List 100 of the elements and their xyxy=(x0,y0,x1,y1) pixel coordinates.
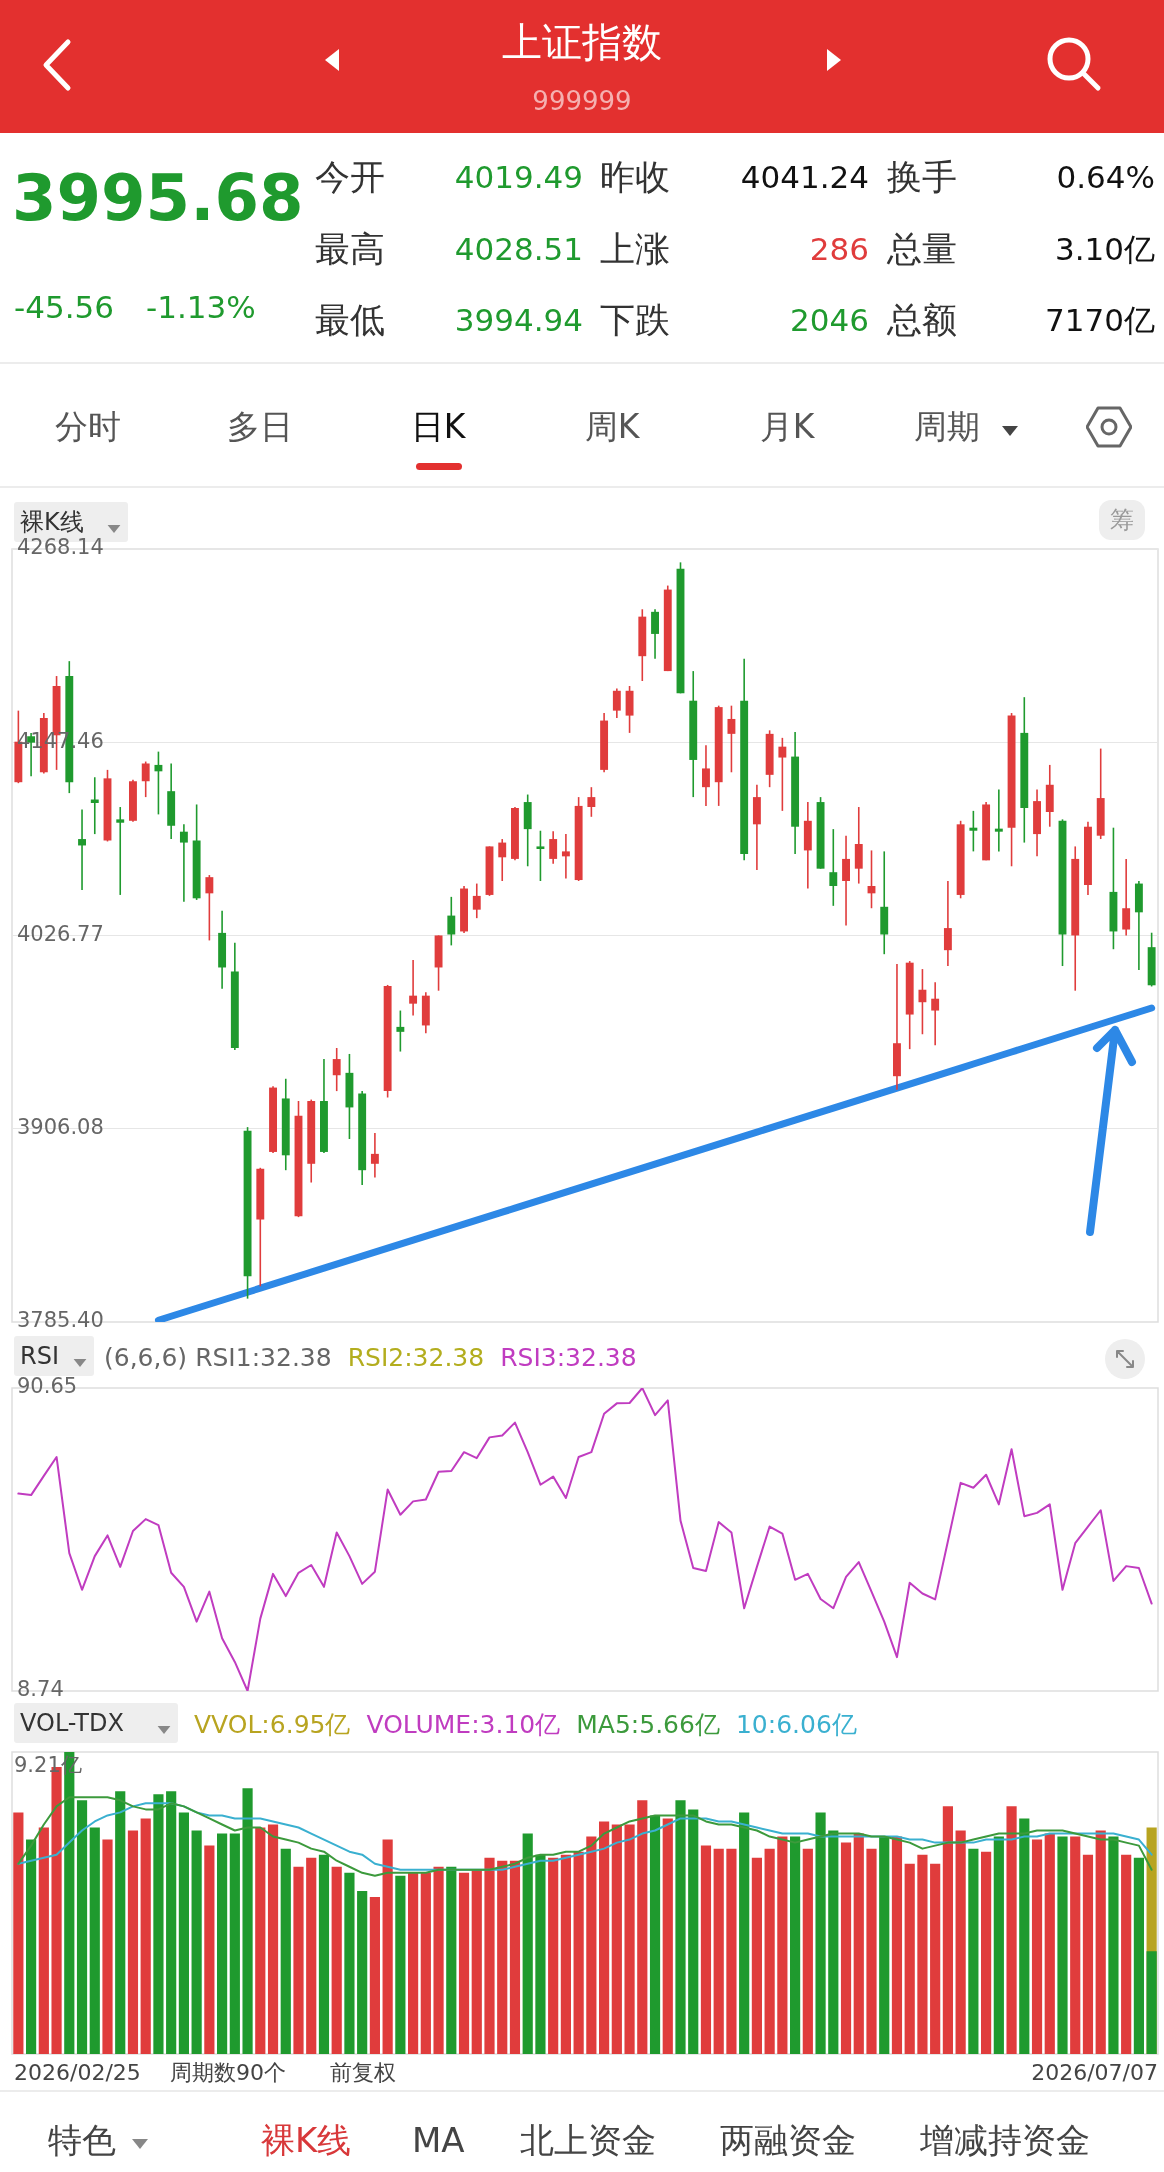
candlestick xyxy=(587,786,596,818)
candlestick xyxy=(969,810,978,853)
bar xyxy=(866,1848,877,2054)
bar xyxy=(433,1866,444,2054)
bar xyxy=(726,1848,737,2054)
text: 上涨 xyxy=(600,229,670,269)
candlestick xyxy=(536,829,545,882)
text: -1.13% xyxy=(146,289,256,325)
text: 裸K线 xyxy=(261,2120,352,2160)
bar xyxy=(904,1863,915,2054)
bar xyxy=(815,1812,826,2054)
bar xyxy=(1031,1839,1043,2054)
text: 999999 xyxy=(531,86,633,116)
candlestick xyxy=(778,737,787,812)
legend-label: RSI1:32.38 xyxy=(195,1343,332,1372)
bar xyxy=(955,1830,966,2054)
bar xyxy=(420,1872,431,2054)
bar xyxy=(891,1836,903,2054)
chart-title: VOL-TDX xyxy=(20,1709,124,1737)
text: 增减持资金 xyxy=(920,2120,1090,2160)
candlestick xyxy=(561,833,570,880)
bar xyxy=(1006,1806,1017,2054)
text: 特色 xyxy=(48,2120,116,2160)
text: 最低 xyxy=(315,300,385,340)
text: 最高 xyxy=(315,229,385,269)
candlestick xyxy=(931,981,940,1046)
text: MA5:5.66亿 xyxy=(576,1710,720,1739)
bar xyxy=(318,1854,330,2054)
bar xyxy=(267,1824,279,2054)
candlestick xyxy=(78,808,86,891)
candlestick xyxy=(116,806,125,896)
bar xyxy=(1082,1854,1094,2054)
candlestick xyxy=(409,959,418,1017)
y-tick-label: 3906.08 xyxy=(17,1115,104,1140)
candlestick xyxy=(842,834,850,927)
candlestick xyxy=(205,874,214,942)
bar xyxy=(599,1821,610,2054)
y-tick-label: 90.65 xyxy=(17,1374,78,1399)
bar xyxy=(1146,1951,1157,2054)
bar xyxy=(1121,1854,1132,2054)
text: 2046 xyxy=(790,302,869,338)
text: 分时 xyxy=(54,407,122,446)
bar xyxy=(942,1806,953,2054)
bar xyxy=(535,1854,546,2054)
text: 4019.49 xyxy=(454,159,583,195)
bar xyxy=(1133,1857,1144,2054)
text: 3.10亿 xyxy=(1054,231,1155,267)
bar xyxy=(293,1866,304,2054)
bar xyxy=(1095,1830,1106,2054)
text: MA xyxy=(412,2120,465,2160)
text: 多日 xyxy=(226,407,294,446)
text: 上证指数 xyxy=(501,19,663,65)
bar xyxy=(509,1860,521,2054)
bar xyxy=(611,1824,622,2054)
text: VVOL:6.95亿 xyxy=(194,1710,351,1739)
text: 总量 xyxy=(887,229,957,269)
text: VOLUME:3.10亿 xyxy=(366,1710,561,1739)
y-tick-label: 4268.14 xyxy=(17,535,104,560)
bar xyxy=(102,1839,113,2054)
bar xyxy=(790,1836,801,2054)
bar xyxy=(840,1842,852,2054)
y-tick-label: 8.74 xyxy=(17,1677,64,1702)
candlestick xyxy=(141,760,150,798)
bar xyxy=(828,1830,839,2054)
candlestick xyxy=(943,880,952,967)
text: -45.56 xyxy=(14,289,114,325)
bar xyxy=(89,1827,100,2054)
bar xyxy=(471,1869,482,2054)
bar xyxy=(408,1872,419,2054)
bar xyxy=(280,1848,291,2054)
candlestick xyxy=(447,896,456,947)
bar xyxy=(981,1851,992,2054)
bar xyxy=(739,1812,750,2054)
bar xyxy=(917,1854,928,2054)
bar xyxy=(369,1896,380,2054)
candlestick xyxy=(918,968,927,1036)
bar xyxy=(217,1833,228,2054)
candlestick xyxy=(549,830,558,865)
text: 下跌 xyxy=(600,300,670,340)
legend-label: RSI2:32.38 xyxy=(347,1343,485,1372)
bar xyxy=(968,1848,979,2054)
text: 日K xyxy=(409,407,467,446)
bar xyxy=(930,1863,941,2054)
bar xyxy=(191,1830,202,2054)
y-tick-label: 3785.40 xyxy=(17,1308,104,1333)
candlestick xyxy=(179,823,188,903)
bar xyxy=(229,1833,240,2054)
text: 昨收 xyxy=(600,157,670,197)
bar xyxy=(777,1836,788,2054)
bar xyxy=(522,1833,533,2054)
bar xyxy=(446,1866,457,2054)
series-label: RSI3:32.38 xyxy=(500,1343,637,1372)
bar xyxy=(13,1812,24,2054)
bar xyxy=(331,1866,342,2054)
bar xyxy=(115,1791,126,2054)
bar xyxy=(802,1848,813,2054)
bar xyxy=(764,1848,775,2054)
bar xyxy=(166,1791,177,2054)
candlestick xyxy=(396,1009,405,1053)
bar xyxy=(879,1836,890,2054)
